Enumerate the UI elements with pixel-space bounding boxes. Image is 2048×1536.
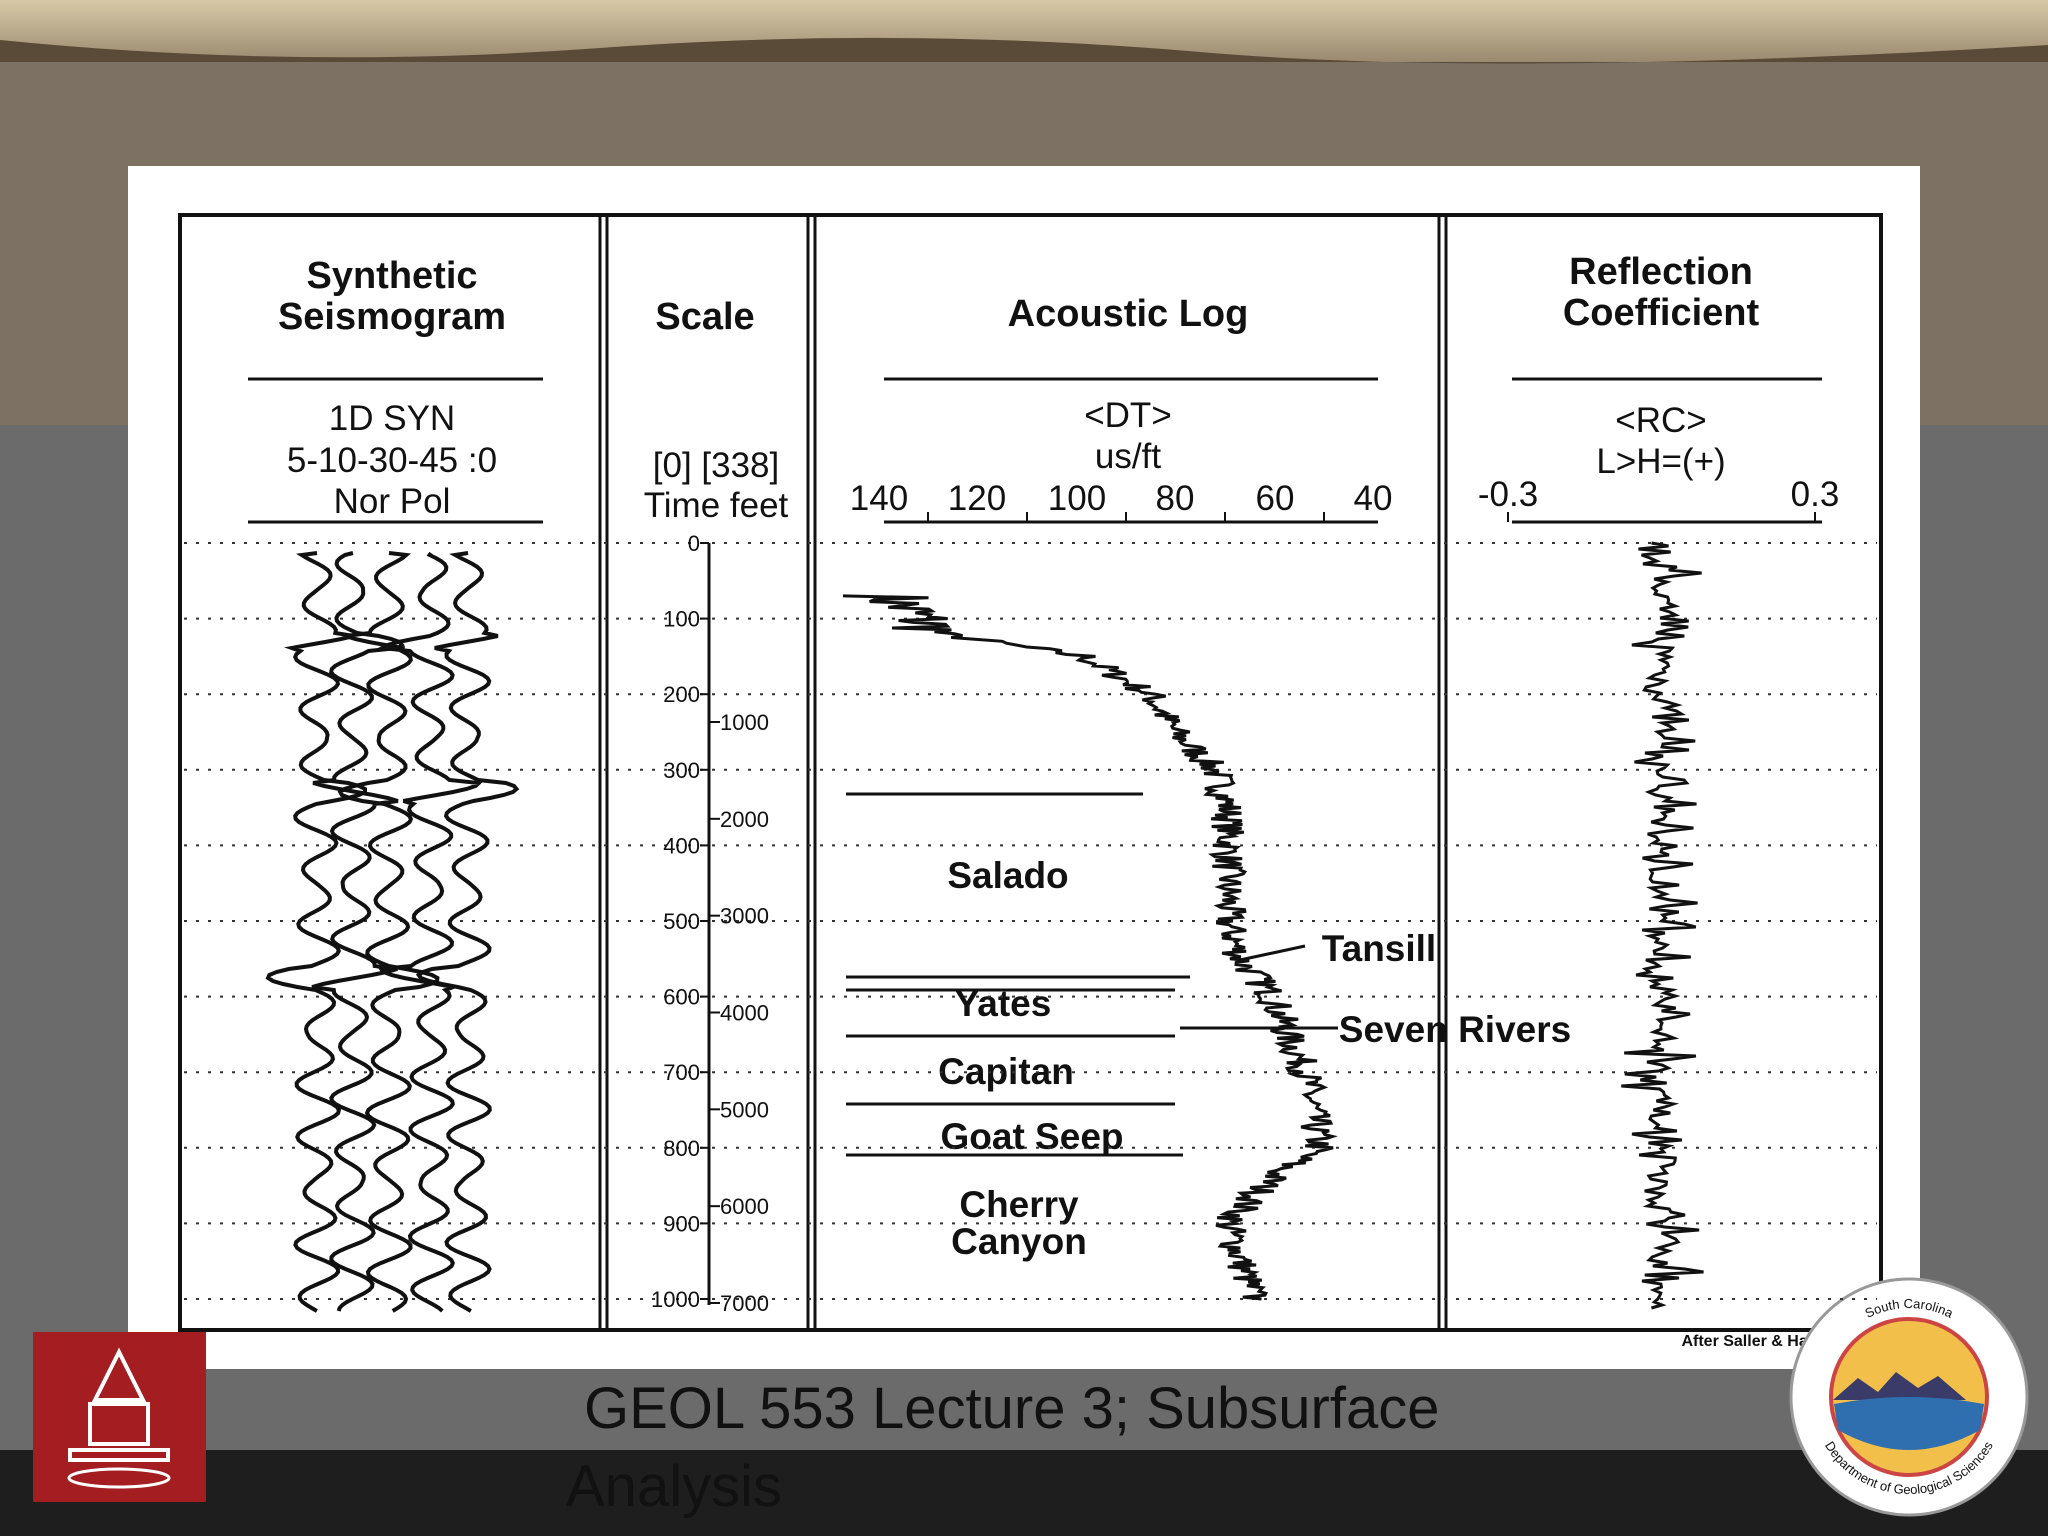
time-tick-label: 900 [663,1211,700,1236]
feet-tick-label: 6000 [720,1194,769,1219]
feet-tick-label: 7000 [720,1291,769,1316]
time-tick-label: 100 [663,607,700,632]
panel-subtitle: 5-10-30-45 :0 [287,441,497,480]
feet-tick-label: 4000 [720,1001,769,1026]
time-tick-label: 0 [688,531,700,556]
time-tick-label: 800 [663,1136,700,1161]
time-tick-label: 400 [663,833,700,858]
time-tick-label: 500 [663,909,700,934]
seismic-trace [337,551,440,1313]
panel-subtitle: us/ft [1095,437,1161,476]
formation-label: Salado [947,855,1068,896]
header-bars [248,377,1822,524]
axis-tick-label: 0.3 [1791,475,1840,514]
column-dividers [598,215,1448,1330]
panel-title: Acoustic Log [1008,293,1249,335]
acoustic-log [842,594,1338,1301]
formation-label: Canyon [951,1221,1087,1262]
axis-tick-label: 80 [1156,479,1195,518]
time-tick-label: 300 [663,758,700,783]
axis-tick-label: 120 [948,479,1006,518]
seismic-trace [311,551,405,1312]
formation-label: Seven Rivers [1339,1009,1571,1050]
time-tick-label: 200 [663,682,700,707]
axis-tick-label: 60 [1256,479,1295,518]
panel-subtitle: <DT> [1084,396,1172,435]
seismic-trace [265,551,367,1313]
usc-logo [33,1332,206,1502]
time-tick-label: 700 [663,1060,700,1085]
time-tick-label: 600 [663,985,700,1010]
panel-title: Scale [655,296,754,338]
feet-tick-label: 2000 [720,807,769,832]
panel-subtitle: Nor Pol [334,482,451,521]
panel-title: Reflection [1569,251,1753,293]
axis-tick-label: 40 [1354,479,1393,518]
panel-title: Synthetic [306,255,477,297]
axis-tick-label: 100 [1048,479,1106,518]
feet-tick-label: 5000 [720,1097,769,1122]
axis-tick-label: 140 [850,479,908,518]
formation-label: Capitan [938,1051,1074,1092]
feet-tick-label: 1000 [720,710,769,735]
formation-label: Yates [955,983,1052,1024]
time-tick-label: 1000 [651,1287,700,1312]
background-bottom [0,1450,2048,1536]
seismic-trace [415,551,520,1313]
panel-title: Seismogram [278,296,506,338]
axis-tick-label: -0.3 [1478,475,1538,514]
panel-subtitle: <RC> [1615,401,1706,440]
panel-subtitle: [0] [338] [653,446,779,485]
seismic-trace [375,551,484,1313]
landscape-ridge [0,37,2048,64]
reflection-coefficient [1621,541,1704,1310]
panel-subtitle: 1D SYN [329,399,455,438]
department-logo: South Carolina Department of Geological … [1789,1277,2029,1517]
slide-title: GEOL 553 Lecture 3; Subsurface [584,1376,1439,1441]
formation-label: Tansill [1322,928,1436,969]
panel-subtitle: L>H=(+) [1596,442,1725,481]
figure-frame [178,213,1883,1332]
formation-label: Goat Seep [941,1116,1124,1157]
feet-tick-label: 3000 [720,904,769,929]
panel-subtitle: Time feet [644,486,789,525]
panel-title: Coefficient [1563,292,1760,334]
slide-title: Analysis [566,1454,782,1519]
formation-label: Cherry [959,1184,1079,1225]
formation-tops [846,792,1338,1157]
